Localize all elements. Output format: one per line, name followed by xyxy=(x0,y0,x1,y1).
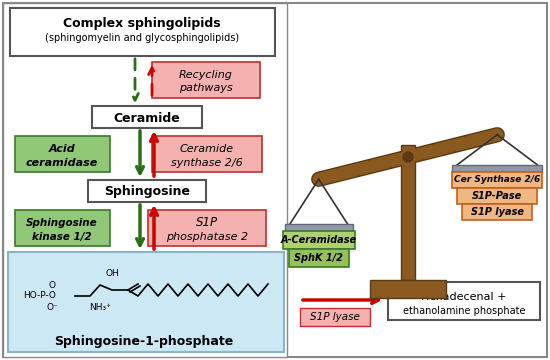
Text: ceramidase: ceramidase xyxy=(26,158,98,168)
Bar xyxy=(285,224,353,231)
Text: Ceramide: Ceramide xyxy=(114,112,180,125)
Text: Sphingosine: Sphingosine xyxy=(104,185,190,198)
Text: A-Ceramidase: A-Ceramidase xyxy=(280,235,357,245)
Text: O⁻: O⁻ xyxy=(46,302,58,311)
Text: NH₃⁺: NH₃⁺ xyxy=(89,302,111,311)
Text: kinase 1/2: kinase 1/2 xyxy=(32,232,92,242)
Text: SphK 1/2: SphK 1/2 xyxy=(294,253,343,263)
Bar xyxy=(452,165,542,172)
Text: O: O xyxy=(48,280,56,289)
Text: pathways: pathways xyxy=(179,83,233,93)
Bar xyxy=(289,249,349,267)
Text: Cer Synthase 2/6: Cer Synthase 2/6 xyxy=(454,175,541,184)
Text: Sphingosine: Sphingosine xyxy=(26,218,98,228)
Bar xyxy=(457,188,537,204)
Bar xyxy=(401,145,415,280)
Text: OH: OH xyxy=(105,270,119,279)
Bar xyxy=(370,280,446,298)
Bar xyxy=(3,3,287,357)
Text: Complex sphingolipids: Complex sphingolipids xyxy=(63,18,221,31)
Text: Acid: Acid xyxy=(48,144,75,154)
Bar xyxy=(462,204,532,220)
Text: phosphatase 2: phosphatase 2 xyxy=(166,232,248,242)
Bar xyxy=(152,136,262,172)
Bar xyxy=(300,308,370,326)
Text: S1P: S1P xyxy=(196,216,218,230)
Bar xyxy=(15,136,110,172)
Text: ethanolamine phosphate: ethanolamine phosphate xyxy=(403,306,525,316)
Bar xyxy=(452,172,542,188)
Bar xyxy=(152,62,260,98)
Bar xyxy=(8,252,284,352)
Text: HO-P-O: HO-P-O xyxy=(24,292,57,301)
Bar xyxy=(10,8,275,56)
Text: S1P-Pase: S1P-Pase xyxy=(472,191,522,201)
Text: Hexadecenal +: Hexadecenal + xyxy=(421,292,507,302)
Text: Ceramide: Ceramide xyxy=(180,144,234,154)
Bar xyxy=(283,231,355,249)
Text: Recycling: Recycling xyxy=(179,70,233,80)
Text: S1P lyase: S1P lyase xyxy=(471,207,524,217)
Bar xyxy=(92,106,202,128)
Bar xyxy=(88,180,206,202)
Bar xyxy=(388,282,540,320)
Text: synthase 2/6: synthase 2/6 xyxy=(171,158,243,168)
Bar xyxy=(15,210,110,246)
Text: S1P lyase: S1P lyase xyxy=(310,312,360,322)
Circle shape xyxy=(403,152,413,162)
Bar xyxy=(148,210,266,246)
Text: Sphingosine-1-phosphate: Sphingosine-1-phosphate xyxy=(54,336,234,348)
Text: (sphingomyelin and glycosphingolipids): (sphingomyelin and glycosphingolipids) xyxy=(45,33,239,43)
